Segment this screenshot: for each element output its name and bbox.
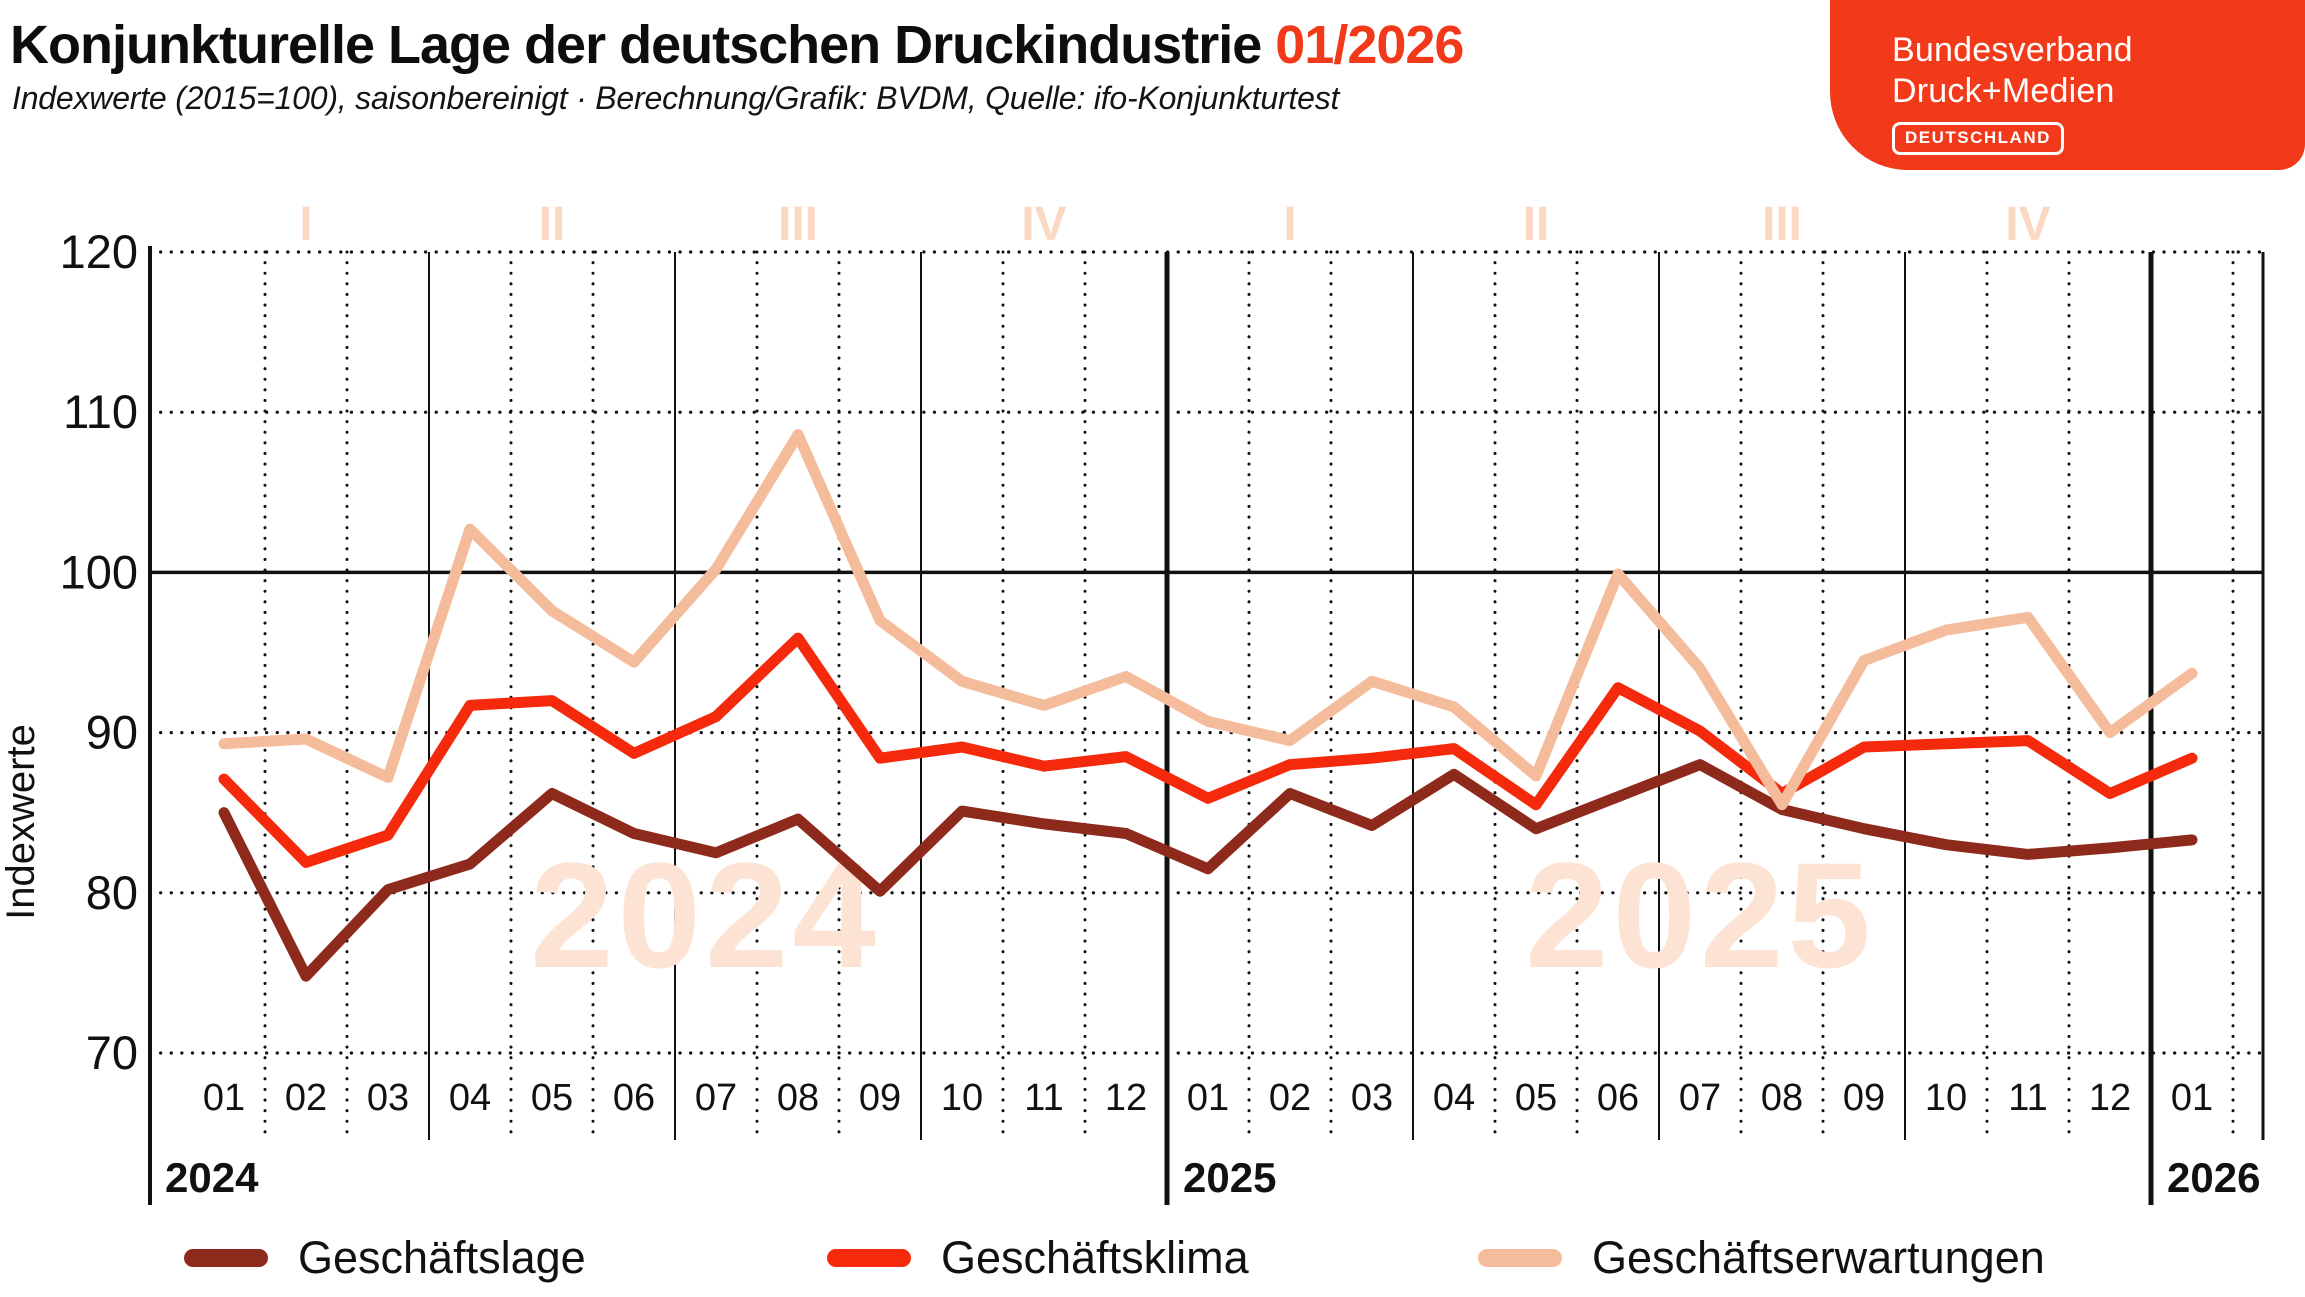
bvdm-logo: Bundesverband Druck+Medien DEUTSCHLAND	[1830, 0, 2305, 170]
x-tick-labels: 01 02 03 04 05 06 07 08 09 10 11 12 01 02 03 04 05 06 07 08…	[165, 1077, 2260, 1201]
month-label: 05	[1515, 1077, 1557, 1119]
y-axis-title: Indexwerte	[0, 724, 43, 920]
series-line	[218, 759, 2198, 982]
month-label: 04	[449, 1077, 491, 1119]
legend-swatch-geschaeftslage	[184, 1249, 268, 1267]
x-gridlines	[148, 246, 2265, 1205]
quarter-label: II	[539, 198, 566, 251]
month-label: 10	[941, 1077, 983, 1119]
month-label: 11	[1024, 1077, 1063, 1119]
quarter-label: I	[299, 198, 312, 251]
year-label-2025: 2025	[1183, 1154, 1276, 1201]
month-label: 02	[285, 1077, 327, 1119]
series-geschftserwartungen	[218, 429, 2198, 811]
month-label: 07	[1679, 1077, 1721, 1119]
legend-label-geschaeftsklima: Geschäftsklima	[941, 1232, 1249, 1283]
page-title-text: Konjunkturelle Lage der deutschen Drucki…	[10, 15, 1262, 75]
month-label: 02	[1269, 1077, 1311, 1119]
year-label-2026: 2026	[2167, 1154, 2260, 1201]
month-label: 01	[1187, 1077, 1229, 1119]
y-tick-label: 90	[86, 706, 138, 759]
quarter-label: III	[1762, 198, 1802, 251]
watermark-2025: 2025	[1525, 831, 1875, 999]
legend-label-geschaeftslage: Geschäftslage	[298, 1232, 586, 1283]
quarter-label: IV	[2005, 198, 2050, 251]
month-label: 08	[1761, 1077, 1803, 1119]
watermarks: 2024 2025	[530, 831, 1875, 999]
month-label: 04	[1433, 1077, 1475, 1119]
month-label: 01	[203, 1077, 245, 1119]
logo-line1: Bundesverband	[1892, 31, 2133, 69]
y-gridlines	[148, 250, 2265, 1055]
page-subtitle: Indexwerte (2015=100), saisonbereinigt ·…	[12, 80, 1340, 116]
y-tick-labels: 70 80 90 100 110 120 Indexwerte	[0, 225, 138, 1079]
month-label: 03	[367, 1077, 409, 1119]
watermark-2024: 2024	[530, 831, 880, 999]
month-label: 12	[2089, 1077, 2131, 1119]
quarter-label: II	[1523, 198, 1550, 251]
quarter-label: III	[778, 198, 818, 251]
month-label: 06	[613, 1077, 655, 1119]
month-label: 06	[1597, 1077, 1639, 1119]
logo-country-badge: DEUTSCHLAND	[1892, 122, 2064, 155]
quarter-label: IV	[1021, 198, 1066, 251]
logo-line2: Druck+Medien	[1892, 72, 2115, 110]
page-title-period: 01/2026	[1275, 15, 1464, 75]
month-label: 09	[1843, 1077, 1885, 1119]
legend-label-geschaeftserwartungen: Geschäftserwartungen	[1592, 1232, 2045, 1283]
y-tick-label: 70	[86, 1026, 138, 1079]
month-label: 08	[777, 1077, 819, 1119]
y-tick-label: 120	[60, 225, 138, 278]
month-label: 09	[859, 1077, 901, 1119]
y-tick-label: 100	[60, 545, 138, 598]
y-tick-label: 110	[63, 385, 138, 438]
month-label: 05	[531, 1077, 573, 1119]
year-label-2024: 2024	[165, 1154, 259, 1201]
month-label: 01	[2171, 1077, 2213, 1119]
month-label: 07	[695, 1077, 737, 1119]
legend-item-geschaeftslage: Geschäftslage	[184, 1232, 586, 1284]
series-geschftsklima	[218, 632, 2198, 868]
legend-swatch-geschaeftsklima	[827, 1249, 911, 1267]
series-geschftslage	[218, 759, 2198, 982]
page-title: Konjunkturelle Lage der deutschen Drucki…	[10, 14, 1464, 76]
series-line	[218, 429, 2198, 811]
series-line	[218, 632, 2198, 868]
quarter-labels: I II III IV I II III IV	[299, 198, 2050, 251]
y-tick-label: 80	[86, 866, 138, 919]
month-label: 12	[1105, 1077, 1147, 1119]
month-label: 10	[1925, 1077, 1967, 1119]
legend-swatch-geschaeftserwartungen	[1478, 1249, 1562, 1267]
month-label: 11	[2008, 1077, 2047, 1119]
legend-item-geschaeftsklima: Geschäftsklima	[827, 1232, 1249, 1284]
legend-item-geschaeftserwartungen: Geschäftserwartungen	[1478, 1232, 2045, 1284]
quarter-label: I	[1283, 198, 1296, 251]
month-label: 03	[1351, 1077, 1393, 1119]
